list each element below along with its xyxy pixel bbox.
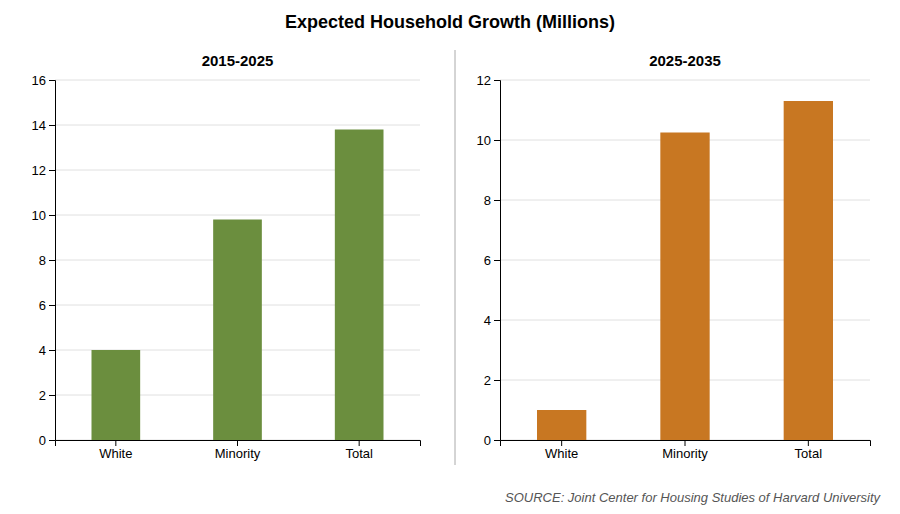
bar — [537, 410, 586, 440]
y-tick-mark — [494, 140, 500, 141]
panel: 2015-2025 0 2 4 6 8 10 12 14 16 White Minority Total — [32, 52, 421, 461]
y-tick-label: 14 — [32, 118, 46, 133]
y-tick-mark — [49, 125, 55, 126]
y-tick: 2 — [484, 373, 500, 388]
bars — [92, 130, 384, 441]
bar — [213, 220, 262, 441]
source-note: SOURCE: Joint Center for Housing Studies… — [505, 490, 881, 505]
x-tick: Total — [795, 440, 823, 461]
y-tick-mark — [494, 80, 500, 81]
x-tick: White — [545, 440, 578, 461]
x-axis: White Minority Total — [56, 440, 421, 461]
x-tick: White — [99, 440, 132, 461]
y-tick-label: 12 — [32, 163, 46, 178]
y-tick-mark — [49, 395, 55, 396]
y-tick: 6 — [39, 298, 55, 313]
y-tick: 2 — [39, 388, 55, 403]
grid-line — [55, 80, 420, 81]
y-tick-label: 10 — [477, 133, 491, 148]
y-tick: 4 — [484, 313, 500, 328]
bar — [660, 133, 709, 441]
x-tick-mark — [685, 440, 686, 446]
y-tick: 10 — [477, 133, 500, 148]
y-tick-mark — [494, 260, 500, 261]
subtitle: 2025-2035 — [649, 52, 721, 69]
x-tick-mark — [561, 440, 562, 446]
y-tick-label: 2 — [39, 388, 46, 403]
y-tick: 8 — [484, 193, 500, 208]
y-tick-label: 6 — [484, 253, 491, 268]
x-tick: Minority — [215, 440, 261, 461]
grid-line — [55, 125, 420, 126]
grid-line — [500, 80, 870, 81]
y-tick-mark — [49, 170, 55, 171]
y-tick: 14 — [32, 118, 55, 133]
grid — [500, 80, 870, 440]
x-tick-label: White — [545, 446, 578, 461]
bar — [92, 350, 141, 440]
bar — [784, 101, 833, 440]
x-tick-label: Total — [795, 446, 823, 461]
bar — [335, 130, 384, 441]
y-tick-mark — [494, 320, 500, 321]
y-tick-mark — [49, 350, 55, 351]
y-axis: 0 2 4 6 8 10 12 14 16 — [32, 73, 56, 448]
y-tick-label: 0 — [484, 433, 491, 448]
grid — [55, 80, 420, 440]
y-tick: 10 — [32, 208, 55, 223]
y-tick-mark — [49, 440, 55, 441]
y-tick: 0 — [39, 433, 55, 448]
y-axis: 0 2 4 6 8 10 12 — [477, 73, 501, 448]
y-tick-label: 4 — [484, 313, 491, 328]
y-tick-label: 4 — [39, 343, 46, 358]
y-tick-mark — [49, 215, 55, 216]
y-axis-line — [49, 81, 56, 441]
y-tick: 4 — [39, 343, 55, 358]
y-tick: 0 — [484, 433, 500, 448]
x-tick-label: Minority — [662, 446, 708, 461]
x-tick-mark — [808, 440, 809, 446]
y-tick-label: 0 — [39, 433, 46, 448]
y-tick-label: 8 — [39, 253, 46, 268]
subtitle: 2015-2025 — [202, 52, 274, 69]
bars — [537, 101, 833, 440]
y-tick: 6 — [484, 253, 500, 268]
y-tick-mark — [49, 260, 55, 261]
y-tick-label: 2 — [484, 373, 491, 388]
x-tick-label: Minority — [215, 446, 261, 461]
y-tick-label: 6 — [39, 298, 46, 313]
y-tick: 12 — [32, 163, 55, 178]
x-axis: White Minority Total — [501, 440, 871, 461]
y-tick-label: 12 — [477, 73, 491, 88]
y-tick-label: 8 — [484, 193, 491, 208]
chart-title: Expected Household Growth (Millions) — [285, 12, 615, 32]
x-tick-label: White — [99, 446, 132, 461]
y-tick-label: 10 — [32, 208, 46, 223]
y-tick: 8 — [39, 253, 55, 268]
x-tick: Minority — [662, 440, 708, 461]
y-tick-mark — [49, 305, 55, 306]
x-axis-line — [56, 441, 421, 447]
y-tick: 16 — [32, 73, 55, 88]
panel: 2025-2035 0 2 4 6 8 10 12 White Minority Total — [477, 52, 871, 461]
divider — [455, 50, 456, 465]
x-tick-label: Total — [345, 446, 373, 461]
x-axis-line — [501, 441, 871, 447]
y-tick: 12 — [477, 73, 500, 88]
y-axis-line — [494, 81, 501, 441]
y-tick-mark — [494, 380, 500, 381]
y-tick-label: 16 — [32, 73, 46, 88]
x-tick-mark — [359, 440, 360, 446]
chart-svg: Expected Household Growth (Millions) 2015… — [0, 0, 900, 514]
y-tick-mark — [49, 80, 55, 81]
y-tick-mark — [494, 200, 500, 201]
x-tick-mark — [237, 440, 238, 446]
x-tick-mark — [115, 440, 116, 446]
x-tick: Total — [345, 440, 373, 461]
y-tick-mark — [494, 440, 500, 441]
